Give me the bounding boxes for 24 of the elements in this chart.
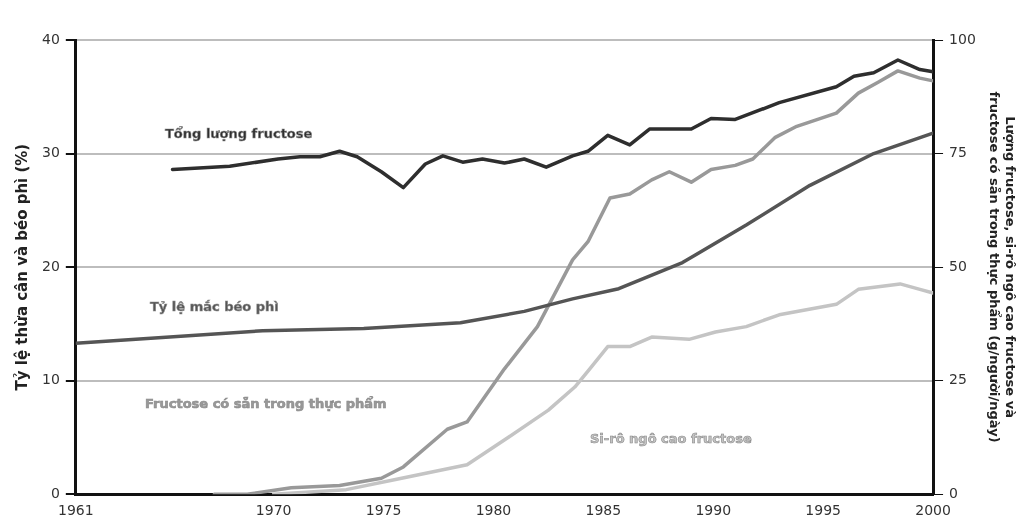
x-tick-label: 2000 xyxy=(915,502,951,519)
text: Fructose có sẵn trong thực phẩm xyxy=(145,396,387,412)
y-tick-label: 20 xyxy=(41,257,60,274)
series-label: Tỷ lệ mắc béo phì xyxy=(150,299,279,315)
x-tick-label: 1961 xyxy=(57,502,94,519)
x-tick-label: 1970 xyxy=(255,502,292,519)
text: Si-rô ngô cao fructose xyxy=(590,431,752,447)
x-tick-label: 1980 xyxy=(475,502,512,519)
x-tick-label: 1990 xyxy=(695,502,732,519)
y-tick-label: 40 xyxy=(41,30,60,47)
y2-tick-label: 0 xyxy=(949,484,958,501)
y2-axis-title: Lượng fructose, si-rô ngô cao fructose và fructose có sẵn trong thực phẩm (g/người/ngày) xyxy=(987,91,1018,443)
y2-tick-label: 75 xyxy=(949,144,967,161)
y2-tick-label: 100 xyxy=(949,30,976,47)
series-label: Tổng lượng fructose xyxy=(165,126,313,142)
y-tick-label: 0 xyxy=(50,484,60,501)
x-tick-label: 1985 xyxy=(585,502,622,519)
y-tick-label: 30 xyxy=(41,144,60,161)
x-tick-label: 1995 xyxy=(805,502,841,519)
y-tick-label: 10 xyxy=(41,371,60,388)
x-tick-label: 1975 xyxy=(365,502,402,519)
y2-tick-label: 50 xyxy=(949,257,967,274)
y2-tick-label: 25 xyxy=(949,371,967,388)
y-axis-title: Tỷ lệ thừa cân và béo phì (%) xyxy=(12,143,31,391)
